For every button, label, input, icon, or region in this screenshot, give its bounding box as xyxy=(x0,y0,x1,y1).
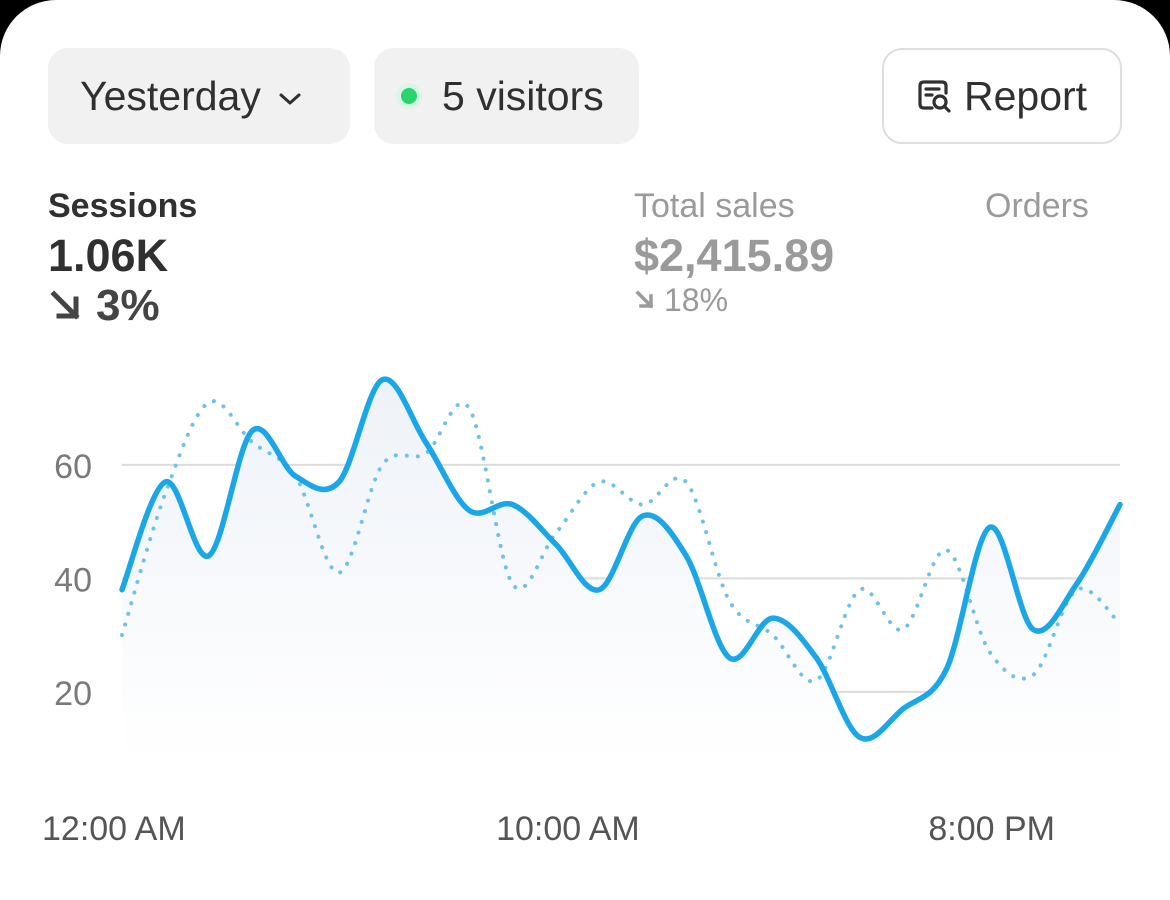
metric-delta: 18% xyxy=(634,276,834,324)
x-tick-label: 12:00 AM xyxy=(42,810,186,848)
series-area-fill xyxy=(122,379,1120,760)
metric-delta: 3% xyxy=(48,282,197,330)
metric-orders[interactable]: Orders xyxy=(985,186,1089,226)
report-search-icon xyxy=(918,80,951,113)
series-line-yesterday xyxy=(119,376,1123,742)
live-visitors-badge[interactable]: 5 visitors xyxy=(374,48,639,144)
live-visitors-label: 5 visitors xyxy=(442,72,604,119)
metric-delta-value: 18% xyxy=(664,282,729,318)
x-tick-label: 8:00 PM xyxy=(928,810,1055,848)
y-tick-label: 40 xyxy=(54,561,92,599)
y-tick-label: 60 xyxy=(54,448,92,486)
chevron-down-icon xyxy=(279,93,301,105)
metric-label: Sessions xyxy=(48,187,198,225)
arrow-down-right-icon xyxy=(635,290,654,309)
date-range-label: Yesterday xyxy=(80,72,261,119)
x-tick-label: 10:00 AM xyxy=(496,810,640,848)
metric-value: $2,415.89 xyxy=(634,230,835,281)
metric-label: Total sales xyxy=(634,187,795,225)
metric-sessions[interactable]: Sessions 1.06K 3% xyxy=(48,186,197,330)
report-button[interactable]: Report xyxy=(882,48,1122,144)
metric-label: Orders xyxy=(985,187,1089,225)
metric-value: 1.06K xyxy=(48,230,169,281)
live-indicator-icon xyxy=(396,83,422,109)
metric-delta-value: 3% xyxy=(96,281,160,330)
metric-total-sales[interactable]: Total sales $2,415.89 18% xyxy=(634,186,834,324)
y-tick-label: 20 xyxy=(54,675,92,713)
arrow-down-right-icon xyxy=(50,290,80,320)
sessions-line-chart: 20 40 60 12:00 AM 10:00 AM 8:00 PM xyxy=(42,376,1123,848)
report-label: Report xyxy=(964,72,1088,119)
date-range-dropdown[interactable]: Yesterday xyxy=(48,48,350,144)
